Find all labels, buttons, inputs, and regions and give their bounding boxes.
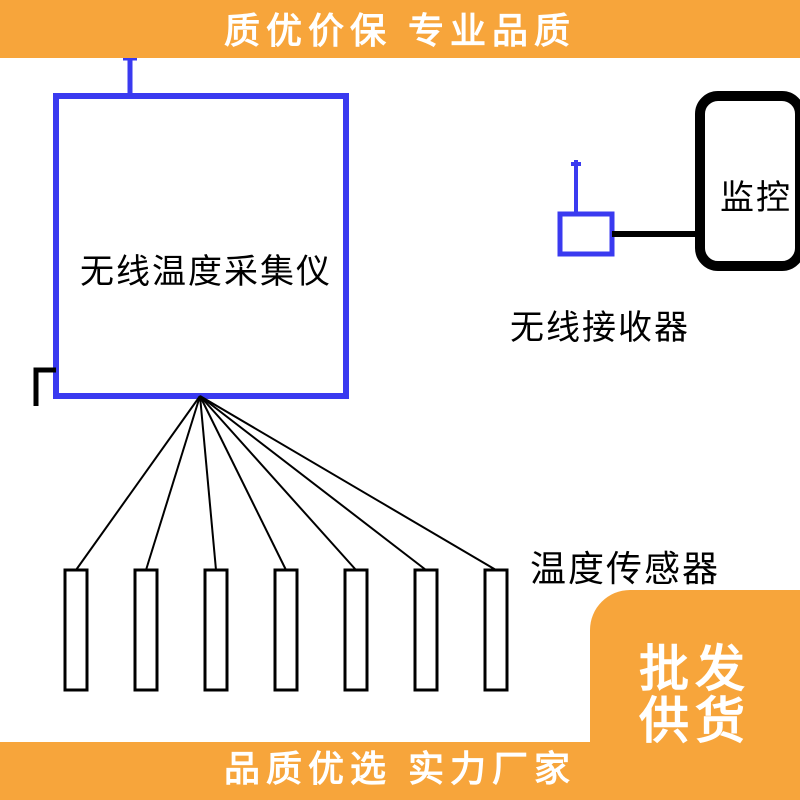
corner-badge: 批发 供货 [590,590,800,800]
top-banner: 质优价保 专业品质 [0,0,800,58]
sensors-label: 温度传感器 [530,540,720,592]
monitor-label: 监控电 [720,170,800,219]
sensor-bar [135,570,157,690]
sensor-wire [76,396,200,570]
receiver-label: 无线接收器 [510,300,690,349]
sensor-bar [275,570,297,690]
receiver-box [560,214,612,254]
sensor-bar [415,570,437,690]
sensor-bar [345,570,367,690]
top-banner-text: 质优价保 专业品质 [224,4,576,58]
sensor-bar [65,570,87,690]
sensor-wire [200,396,356,570]
sensor-bar [205,570,227,690]
sensor-wire [200,396,496,570]
corner-badge-line2: 供货 [639,695,751,747]
bottom-banner-text: 品质优选 实力厂家 [224,742,576,796]
sensor-wire [200,396,426,570]
sensor-bar [485,570,507,690]
corner-badge-line1: 批发 [639,643,751,695]
collector-label: 无线温度采集仪 [80,244,332,293]
sensor-wire [146,396,200,570]
